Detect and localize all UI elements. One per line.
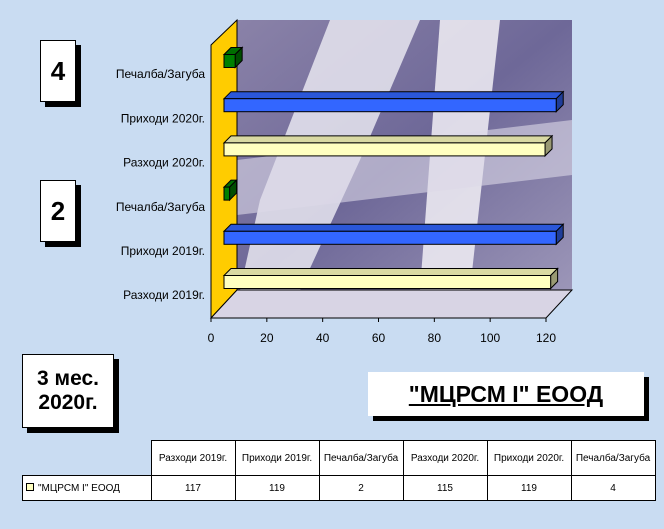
table-header: Приходи 2020г. — [486, 440, 572, 476]
x-tick-label: 0 — [208, 331, 215, 345]
table-header-row: Разходи 2019г. Приходи 2019г. Печалба/Загу… — [23, 440, 656, 476]
legend-swatch — [26, 482, 34, 491]
table-header: Печалба/Загуба — [318, 440, 404, 476]
x-tick-label: 20 — [260, 331, 274, 345]
table-cell: 119 — [234, 475, 320, 501]
annotation-box: 4 — [40, 40, 76, 102]
table-cell: 2 — [318, 475, 404, 501]
table-header: Печалба/Загуба — [570, 440, 656, 476]
floor — [209, 289, 574, 319]
y-tick-label: Разходи 2020г. — [123, 156, 205, 170]
chart: 0 20 40 60 80 100 120 Разходи 2019г. Приходи 201… — [116, 18, 574, 345]
table-cell: 117 — [150, 475, 236, 501]
table-cell: 115 — [402, 475, 488, 501]
table-corner — [23, 441, 152, 476]
table-row-name: "МЦРСМ I" ЕООД — [22, 475, 152, 501]
bar-top — [222, 91, 565, 100]
table-header: Разходи 2019г. — [150, 440, 236, 476]
table-row: "МЦРСМ I" ЕООД 117 119 2 115 119 4 — [22, 475, 656, 501]
bar — [223, 230, 557, 245]
table-cell: 4 — [570, 475, 656, 501]
y-tick-label: Печалба/Загуба — [116, 67, 205, 81]
x-tick-label: 40 — [316, 331, 330, 345]
y-tick-label: Разходи 2019г. — [123, 288, 205, 302]
bar-top — [222, 135, 554, 144]
table-cell: 119 — [486, 475, 572, 501]
annotation-box: 3 мес. 2020г. — [22, 354, 114, 428]
annotation-box: 2 — [40, 180, 76, 242]
x-tick-label: 120 — [536, 331, 556, 345]
chart-title: "МЦРСМ I" ЕООД — [368, 372, 644, 416]
bar — [223, 186, 231, 201]
legend-label: "МЦРСМ I" ЕООД — [38, 482, 120, 494]
bar — [223, 98, 557, 113]
y-tick-label: Печалба/Загуба — [116, 200, 205, 214]
bar-top — [222, 268, 559, 276]
table-header: Приходи 2019г. — [234, 440, 320, 476]
plot: 0 20 40 60 80 100 120 Разходи 2019г. Приходи 201… — [116, 45, 565, 345]
bar — [223, 54, 236, 68]
data-table: Разходи 2019г. Приходи 2019г. Печалба/Загу… — [22, 440, 656, 501]
bar-top — [222, 223, 565, 232]
y-tick-label: Приходи 2019г. — [121, 244, 205, 258]
x-tick-label: 80 — [428, 331, 442, 345]
x-tick-label: 100 — [480, 331, 500, 345]
y-tick-label: Приходи 2020г. — [121, 111, 205, 125]
bar — [223, 142, 546, 157]
table-header: Разходи 2020г. — [402, 440, 488, 476]
x-tick-label: 60 — [372, 331, 386, 345]
bar — [223, 275, 552, 289]
